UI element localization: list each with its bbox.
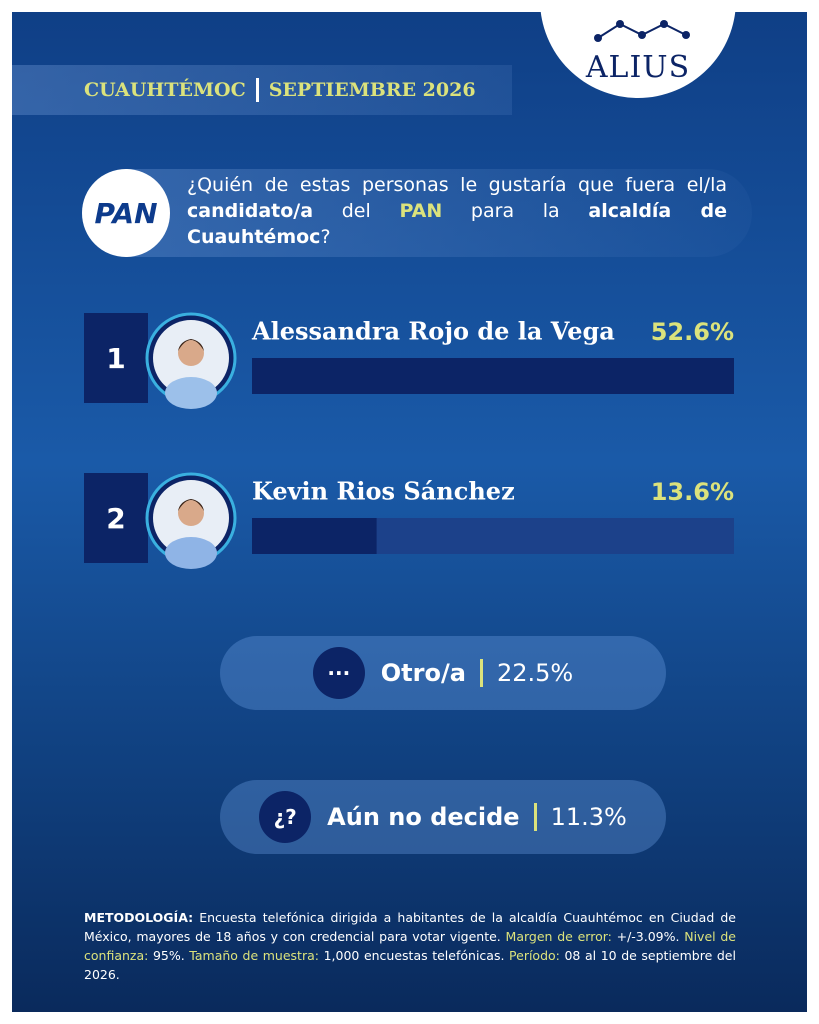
rank: 2 xyxy=(106,502,125,535)
text-segment: ? xyxy=(320,226,331,248)
text-segment: Período: xyxy=(509,948,560,963)
bar xyxy=(252,518,377,554)
chart: 1 Alessandra Rojo de la Vega 52.6% 2 Kevin R… xyxy=(84,312,734,569)
text-segment: alcaldía de Cuauhtémoc xyxy=(187,200,728,248)
avatar-hair xyxy=(178,499,204,511)
answer-label: Otro/a xyxy=(380,659,466,687)
avatar-head xyxy=(178,340,204,366)
rank: 1 xyxy=(106,342,125,375)
brand-badge: ALIUS xyxy=(540,12,736,98)
answer-label: Aún no decide xyxy=(327,803,520,831)
rank-box xyxy=(84,473,148,563)
text-segment: PAN xyxy=(399,200,443,222)
rank-box xyxy=(84,313,148,403)
separator xyxy=(533,803,537,831)
separator xyxy=(479,659,483,687)
avatar-body xyxy=(165,537,217,569)
text-segment: METODOLOGÍA: xyxy=(84,910,194,925)
text-segment: Nivel de confianza: xyxy=(84,929,736,963)
party-logo: PAN xyxy=(82,169,170,257)
answer-icon: ··· xyxy=(312,647,365,699)
value-label: 13.6% xyxy=(651,478,734,506)
separator xyxy=(255,78,259,102)
card: ALIUS CUAUHTÉMOC SEPTIEMBRE 2026 PAN ¿Qui… xyxy=(12,12,807,1012)
question-band: PAN ¿Quién de estas personas le gustaría… xyxy=(82,169,752,257)
avatar-body xyxy=(165,377,217,409)
text-segment: Margen de error: xyxy=(505,929,612,944)
answer-value: 22.5% xyxy=(496,659,574,687)
text-segment: candidato/a xyxy=(187,200,314,222)
question: ¿Quién de estas personas le gustaría que… xyxy=(187,172,727,250)
brand-icon xyxy=(594,20,690,42)
bar xyxy=(252,358,734,394)
header: CUAUHTÉMOC SEPTIEMBRE 2026 xyxy=(12,65,512,115)
answer-icon: ¿? xyxy=(259,791,312,843)
header-date: SEPTIEMBRE 2026 xyxy=(268,79,476,101)
text-segment: del xyxy=(313,200,400,222)
text-segment: +/-3.09%. xyxy=(611,929,685,944)
answer-pill: ··· Otro/a 22.5% xyxy=(220,636,666,710)
text-segment: Tamaño de muestra: xyxy=(189,948,319,963)
text-segment: 95%. xyxy=(148,948,190,963)
text-segment: para la xyxy=(442,200,589,222)
header-place: CUAUHTÉMOC xyxy=(84,79,246,101)
candidate-name: Alessandra Rojo de la Vega xyxy=(251,317,615,346)
avatar-head xyxy=(178,500,204,526)
text-segment: 1,000 encuestas telefónicas. xyxy=(318,948,510,963)
answer-pill: ¿? Aún no decide 11.3% xyxy=(220,780,666,854)
candidate-name: Kevin Rios Sánchez xyxy=(252,477,515,506)
value-label: 52.6% xyxy=(651,318,734,346)
avatar-hair xyxy=(178,339,204,351)
text-segment: Encuesta telefónica dirigida a habitante… xyxy=(84,910,736,944)
methodology: METODOLOGÍA: Encuesta telefónica dirigid… xyxy=(84,908,736,984)
answer-value: 11.3% xyxy=(550,803,627,831)
brand-name: ALIUS xyxy=(585,50,691,85)
text-segment: 08 al 10 de septiembre del 2026. xyxy=(84,948,736,982)
text-segment: ¿Quién de estas personas le gustaría que… xyxy=(187,174,727,196)
